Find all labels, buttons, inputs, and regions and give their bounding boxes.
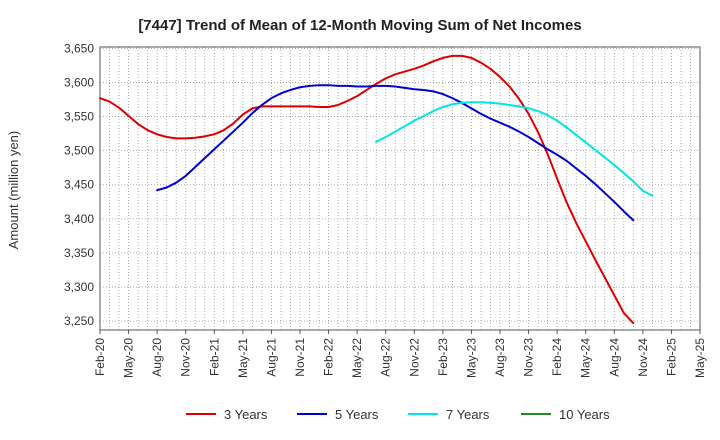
plot-area: 3,250 3,300 3,350 3,400 3,450 3,500 3,550 3,600… [64, 41, 707, 378]
chart-title: [7447] Trend of Mean of 12-Month Moving … [138, 17, 581, 34]
y-tick-label: 3,500 [64, 144, 94, 158]
x-tick-label: May-20 [122, 338, 136, 378]
legend-label: 5 Years [335, 407, 379, 422]
x-tick-label: Aug-22 [379, 338, 393, 377]
x-tick-label: Aug-23 [493, 338, 507, 377]
y-tick-label: 3,350 [64, 246, 94, 260]
series-line-7-years [375, 101, 654, 197]
x-tick-label: Nov-20 [179, 338, 193, 377]
legend-label: 10 Years [559, 407, 610, 422]
legend-item-5-years: 5 Years [297, 407, 379, 422]
x-tick-label: Nov-23 [522, 338, 536, 377]
x-tick-label: May-24 [579, 338, 593, 378]
x-tick-label: May-23 [464, 338, 478, 378]
legend-item-3-years: 3 Years [186, 407, 268, 422]
x-tick-label: Feb-22 [322, 338, 336, 376]
x-tick-label: Aug-20 [150, 338, 164, 377]
x-tick-label: Feb-20 [93, 338, 107, 376]
x-tick-label: Feb-23 [436, 338, 450, 376]
x-tick-label: Aug-21 [264, 338, 278, 377]
x-tick-label: Feb-21 [207, 338, 221, 376]
y-tick-label: 3,250 [64, 314, 94, 328]
x-tick-label: Nov-21 [293, 338, 307, 377]
x-tick-label: May-21 [236, 338, 250, 378]
legend: 3 Years 5 Years 7 Years 10 Years [186, 407, 610, 422]
y-tick-label: 3,650 [64, 41, 94, 55]
y-tick-label: 3,300 [64, 280, 94, 294]
x-tick-label: May-25 [693, 338, 707, 378]
legend-item-7-years: 7 Years [408, 407, 490, 422]
y-axis-label: Amount (million yen) [6, 131, 21, 250]
legend-label: 3 Years [224, 407, 268, 422]
x-tick-label: Nov-22 [407, 338, 421, 377]
x-tick-label: Feb-24 [550, 338, 564, 376]
y-tick-label: 3,400 [64, 212, 94, 226]
series-line-5-years [156, 84, 635, 222]
x-tick-label: Aug-24 [607, 338, 621, 377]
plot-border [99, 46, 701, 331]
x-tick-label: May-22 [350, 338, 364, 378]
legend-label: 7 Years [446, 407, 490, 422]
legend-item-10-years: 10 Years [521, 407, 610, 422]
y-tick-label: 3,550 [64, 110, 94, 124]
y-tick-label: 3,450 [64, 178, 94, 192]
x-tick-label: Feb-25 [664, 338, 678, 376]
x-tick-label: Nov-24 [636, 338, 650, 377]
y-tick-label: 3,600 [64, 75, 94, 89]
